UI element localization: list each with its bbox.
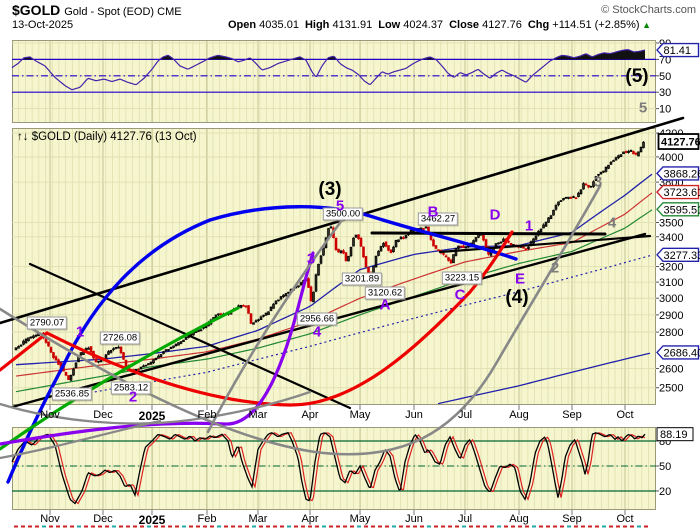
rsi-overbought-fill (22, 49, 646, 60)
svg-text:2800: 2800 (659, 327, 683, 339)
gray-steep-line (206, 214, 347, 434)
svg-text:2500: 2500 (659, 383, 683, 395)
svg-text:10: 10 (659, 104, 671, 116)
stoch-line (11, 431, 646, 505)
symbol-description: Gold - Spot (EOD) CME (64, 6, 182, 18)
blue-arc (6, 205, 518, 484)
date-axis-strip-bottom (12, 510, 656, 530)
svg-text:3595.51: 3595.51 (664, 204, 700, 216)
svg-text:3400: 3400 (659, 232, 683, 244)
ohlc-value-high: 4131.91 (329, 19, 373, 31)
ohlc-label-close: Close (449, 19, 480, 31)
svg-text:3723.61: 3723.61 (664, 187, 700, 199)
svg-text:30: 30 (659, 87, 671, 99)
ohlc-label-chg: Chg (527, 19, 550, 31)
red-spike (0, 331, 49, 372)
svg-text:3100: 3100 (659, 277, 683, 289)
svg-text:3500: 3500 (659, 218, 683, 230)
gray-arc-low2 (0, 419, 162, 460)
svg-text:3868.26: 3868.26 (664, 168, 700, 180)
svg-text:2686.40: 2686.40 (664, 347, 700, 359)
black-down-trendline (28, 262, 352, 410)
ohlc-value-close: 4127.76 (479, 19, 522, 31)
svg-text:3277.33: 3277.33 (664, 250, 700, 262)
svg-text:4127.76: 4127.76 (661, 137, 700, 149)
svg-text:2600: 2600 (659, 363, 683, 375)
green-trendline (0, 306, 240, 451)
red-curve (45, 230, 514, 407)
ohlc-label-low: Low (378, 19, 401, 31)
black-wedge-line (438, 234, 652, 254)
svg-text:88.19: 88.19 (660, 429, 688, 441)
svg-text:20: 20 (659, 486, 671, 498)
svg-text:3200: 3200 (659, 262, 683, 274)
ohlc-label-high: High (304, 19, 330, 31)
svg-text:2900: 2900 (659, 310, 683, 322)
svg-text:70: 70 (659, 54, 671, 66)
svg-text:3000: 3000 (659, 293, 683, 305)
svg-text:50: 50 (659, 461, 671, 473)
ohlc-value-open: 4035.01 (256, 19, 299, 31)
price-series-group (14, 141, 654, 404)
gray-arc-low (0, 390, 312, 425)
svg-text:81.41: 81.41 (664, 45, 692, 57)
ohlc-value-low: 4024.37 (400, 19, 444, 31)
ohlc-value-chg: +114.51 (+2.85%) (549, 19, 640, 31)
ohlc-label-open: Open (228, 19, 257, 31)
symbol: $GOLD (12, 2, 61, 18)
header-line1: $GOLD Gold - Spot (EOD) CME (12, 2, 182, 18)
svg-text:4000: 4000 (659, 152, 683, 164)
chart-date: 13-Oct-2025 (12, 19, 74, 31)
svg-text:50: 50 (659, 71, 671, 83)
black-resistance-line (370, 231, 607, 236)
rsi-line (11, 49, 646, 91)
copyright: © StockCharts.com (601, 4, 696, 16)
ohlc-readout: Open 4035.01 High 4131.91 Low 4024.37 Close… (228, 19, 651, 31)
stoch-signal-line (12, 431, 646, 505)
change-up-triangle-icon: ▲ (639, 20, 651, 30)
purple-curve (0, 251, 315, 446)
chart-inner-title: ↑↓ $GOLD (Daily) 4127.76 (13 Oct) (17, 131, 197, 143)
